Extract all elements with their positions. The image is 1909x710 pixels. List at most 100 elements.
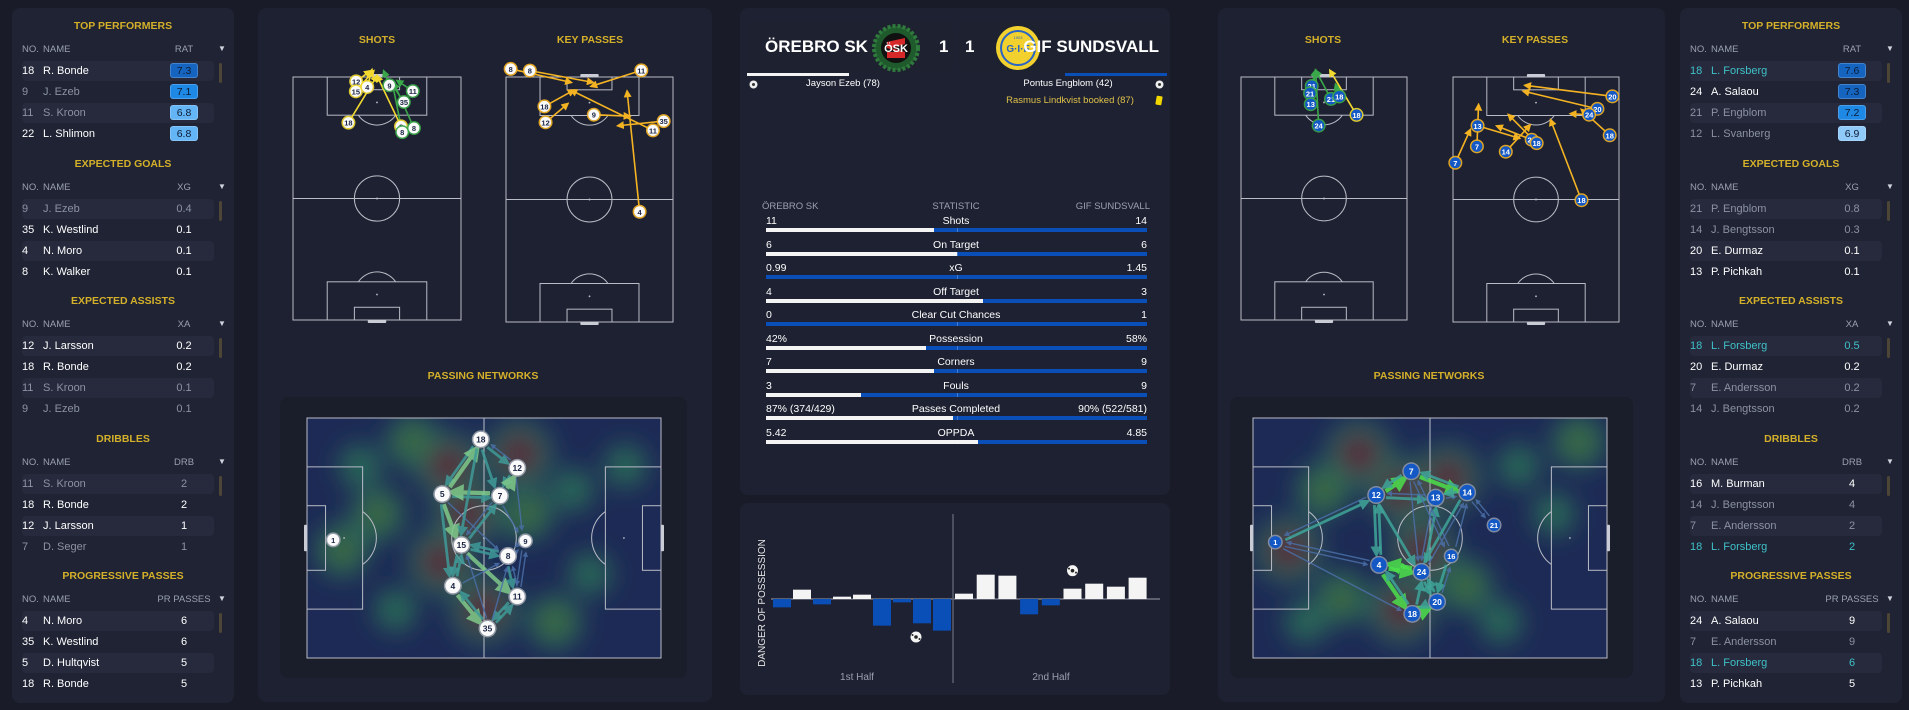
player-row[interactable]: 5 D. Hultqvist 5 — [22, 653, 214, 673]
player-row[interactable]: 12 L. Svanberg 6.9 — [1690, 124, 1882, 144]
shot-origin[interactable]: 11 — [405, 84, 420, 99]
player-row[interactable]: 14 J. Bengtsson 0.3 — [1690, 220, 1882, 240]
scrollbar[interactable] — [219, 63, 222, 83]
shot-origin[interactable]: 8 — [406, 121, 421, 136]
network-player-node[interactable]: 15 — [452, 535, 471, 554]
key-pass-origin[interactable]: 18 — [537, 99, 552, 114]
player-row[interactable]: 14 J. Bengtsson 0.2 — [1690, 399, 1882, 419]
scrollbar[interactable] — [219, 475, 222, 496]
column-header[interactable]: XG — [177, 181, 191, 193]
shot-origin[interactable]: 18 — [1332, 89, 1347, 104]
shot-origin[interactable]: 18 — [341, 115, 356, 130]
column-header[interactable]: RAT — [174, 44, 194, 55]
sort-dropdown-icon[interactable]: ▼ — [218, 594, 226, 603]
shot-origin[interactable]: 21 — [1303, 86, 1318, 101]
network-player-node[interactable]: 18 — [471, 430, 490, 449]
network-player-node[interactable]: 20 — [1428, 592, 1447, 611]
network-player-node[interactable]: 5 — [433, 485, 452, 504]
key-pass-origin[interactable]: 7 — [1448, 155, 1463, 170]
column-header[interactable]: XG — [1845, 181, 1859, 193]
shot-origin[interactable]: 8 — [395, 125, 410, 140]
player-row[interactable]: 16 M. Burman 4 — [1690, 473, 1882, 494]
player-row[interactable]: 18 R. Bonde 5 — [22, 674, 214, 694]
network-player-node[interactable]: 8 — [499, 547, 518, 565]
away-team-header[interactable]: 1 G·I·F 1903 GIF SUNDSVALL — [959, 22, 1167, 73]
scrollbar[interactable] — [1887, 200, 1890, 221]
sort-dropdown-icon[interactable]: ▼ — [218, 456, 226, 466]
column-header[interactable]: NAME — [1711, 456, 1739, 468]
player-row[interactable]: 13 P. Pichkah 5 — [1690, 674, 1882, 694]
player-row[interactable]: 20 E. Durmaz 0.2 — [1690, 357, 1882, 377]
player-row[interactable]: 11 S. Kroon 0.1 — [22, 378, 214, 398]
network-player-node[interactable]: 21 — [1486, 517, 1502, 533]
network-player-node[interactable]: 12 — [508, 458, 527, 477]
player-row[interactable]: 18 L. Forsberg 6 — [1690, 653, 1882, 673]
column-header[interactable]: NAME — [1711, 594, 1739, 605]
sort-dropdown-icon[interactable]: ▼ — [218, 319, 226, 328]
player-row[interactable]: 22 L. Shlimon 6.8 — [22, 124, 214, 144]
column-header[interactable]: NO. — [22, 594, 39, 605]
column-header[interactable]: NO. — [1690, 594, 1707, 605]
sort-dropdown-icon[interactable]: ▼ — [1886, 594, 1894, 603]
sort-dropdown-icon[interactable]: ▼ — [1886, 456, 1894, 466]
key-pass-origin[interactable]: 35 — [656, 114, 671, 129]
column-header[interactable]: NAME — [1711, 44, 1739, 55]
column-header[interactable]: NO. — [22, 44, 39, 55]
column-header[interactable]: DRB — [1841, 456, 1863, 468]
player-row[interactable]: 18 R. Bonde 0.2 — [22, 357, 214, 377]
key-pass-origin[interactable]: 20 — [1605, 89, 1620, 104]
player-row[interactable]: 18 R. Bonde 2 — [22, 495, 214, 515]
key-pass-origin[interactable]: 8 — [503, 61, 518, 76]
network-player-node[interactable]: 35 — [478, 619, 497, 638]
network-player-node[interactable]: 11 — [508, 587, 527, 606]
column-header[interactable]: NAME — [43, 44, 71, 55]
key-pass-origin[interactable]: 4 — [632, 204, 647, 219]
player-row[interactable]: 14 J. Bengtsson 4 — [1690, 495, 1882, 515]
key-pass-origin[interactable]: 13 — [1470, 118, 1485, 133]
scrollbar[interactable] — [219, 200, 222, 221]
column-header[interactable]: RAT — [1842, 44, 1862, 55]
column-header[interactable]: NAME — [1711, 319, 1739, 330]
scrollbar[interactable] — [219, 338, 222, 358]
player-row[interactable]: 35 K. Westlind 0.1 — [22, 220, 214, 240]
network-player-node[interactable]: 13 — [1426, 488, 1445, 507]
network-player-node[interactable]: 4 — [443, 576, 462, 595]
shot-origin[interactable]: 35 — [396, 95, 411, 110]
player-row[interactable]: 7 E. Andersson 0.2 — [1690, 378, 1882, 398]
player-row[interactable]: 7 E. Andersson 9 — [1690, 632, 1882, 652]
player-row[interactable]: 8 K. Walker 0.1 — [22, 262, 214, 282]
shot-origin[interactable]: 12 — [349, 74, 364, 89]
sort-dropdown-icon[interactable]: ▼ — [218, 181, 226, 191]
column-header[interactable]: NO. — [1690, 44, 1707, 55]
player-row[interactable]: 24 A. Salaou 7.3 — [1690, 82, 1882, 102]
key-pass-origin[interactable]: 14 — [1498, 144, 1513, 159]
sort-dropdown-icon[interactable]: ▼ — [1886, 319, 1894, 328]
column-header[interactable]: NO. — [1690, 181, 1707, 193]
network-player-node[interactable]: 24 — [1412, 562, 1431, 581]
player-row[interactable]: 7 D. Seger 1 — [22, 537, 214, 557]
network-player-node[interactable]: 7 — [490, 486, 509, 505]
column-header[interactable]: NAME — [43, 319, 71, 330]
player-row[interactable]: 20 E. Durmaz 0.1 — [1690, 240, 1882, 261]
player-row[interactable]: 9 J. Ezeb 0.4 — [22, 198, 214, 219]
scrollbar[interactable] — [1887, 63, 1890, 83]
player-row[interactable]: 18 R. Bonde 7.3 — [22, 61, 214, 81]
column-header[interactable]: NAME — [43, 594, 71, 605]
shot-origin[interactable]: 4 — [360, 79, 375, 94]
key-pass-origin[interactable]: 18 — [1529, 136, 1544, 151]
player-row[interactable]: 24 A. Salaou 9 — [1690, 611, 1882, 631]
shot-origin[interactable]: 18 — [1349, 107, 1364, 122]
shot-origin[interactable]: 15 — [348, 84, 363, 99]
scrollbar[interactable] — [1887, 475, 1890, 496]
scrollbar[interactable] — [219, 613, 222, 633]
network-player-node[interactable]: 12 — [1367, 486, 1386, 505]
key-pass-origin[interactable]: 12 — [538, 115, 553, 130]
player-row[interactable]: 4 N. Moro 6 — [22, 611, 214, 631]
player-row[interactable]: 12 J. Larsson 0.2 — [22, 336, 214, 356]
key-pass-origin[interactable]: 18 — [1602, 128, 1617, 143]
network-player-node[interactable]: 1 — [1267, 534, 1283, 550]
player-row[interactable]: 9 J. Ezeb 7.1 — [22, 82, 214, 102]
player-row[interactable]: 18 L. Forsberg 7.6 — [1690, 61, 1882, 81]
network-player-node[interactable]: 1 — [325, 532, 341, 548]
player-row[interactable]: 21 P. Engblom 0.8 — [1690, 198, 1882, 219]
